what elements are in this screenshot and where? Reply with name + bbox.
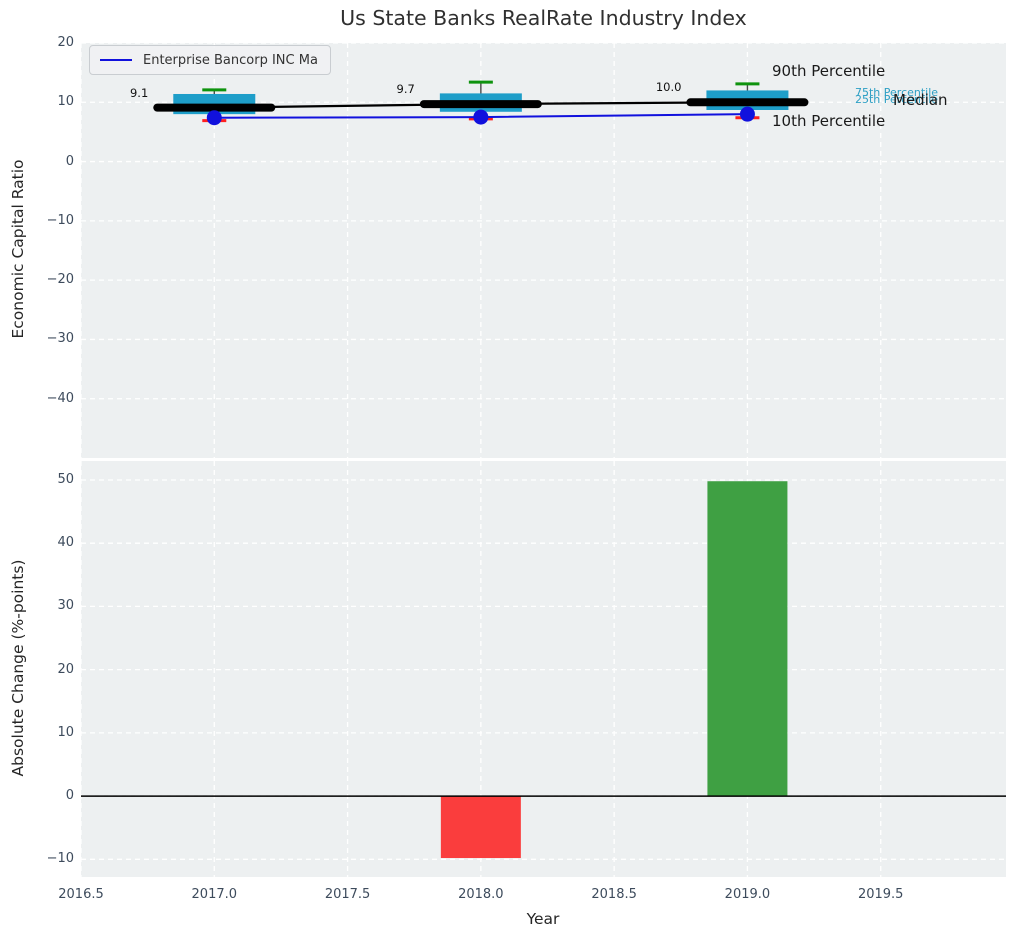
label-10th-percentile: 10th Percentile [772,112,886,130]
bottom-y-tick-label: 40 [57,535,74,551]
top-y-tick-label: −20 [46,272,74,288]
top-y-tick-label: −10 [46,212,74,228]
bottom-plot-canvas [80,461,1006,877]
x-tick-label: 2018.0 [458,887,504,902]
top-y-tick-label: 20 [57,35,74,50]
bottom-y-tick-label: 30 [57,598,74,614]
bottom-plot-area [80,461,1006,877]
median-value-annotation: 9.7 [396,82,415,97]
negative-change-bar [440,796,521,859]
x-tick-label: 2019.0 [724,887,771,902]
median-value-annotation: 10.0 [655,80,682,95]
label-75th-percentile: 75th Percentile [855,86,939,99]
legend: Enterprise Bancorp INC Ma [89,45,331,75]
x-axis-label: Year [526,910,560,928]
x-tick-label: 2018.5 [591,887,637,902]
top-plot-canvas [80,42,1006,458]
company-point [206,110,222,126]
company-point [473,109,489,125]
legend-label: Enterprise Bancorp INC Ma [143,52,318,68]
chart-title: Us State Banks RealRate Industry Index [340,6,747,30]
top-y-tick-label: −40 [46,390,74,406]
legend-line-sample-icon [100,59,132,61]
bottom-y-tick-label: 20 [57,661,74,677]
label-90th-percentile: 90th Percentile [772,62,886,80]
bottom-y-tick-label: 10 [57,724,74,740]
x-tick-label: 2017.5 [324,887,371,902]
label-median: Median [893,91,948,109]
top-y-tick-label: 10 [57,94,74,110]
bottom-y-axis-label: Absolute Change (%-points) [9,559,27,777]
top-y-tick-label: −30 [46,331,74,347]
x-tick-label: 2019.5 [857,887,904,902]
bottom-y-tick-label: −10 [46,851,74,867]
bottom-y-tick-label: 0 [65,788,74,804]
top-plot-area: 90th Percentile 75th Percentile 25th Per… [80,42,1006,458]
x-tick-label: 2017.0 [191,887,238,902]
top-y-axis-label: Economic Capital Ratio [9,159,27,339]
positive-change-bar [707,481,788,797]
label-25th-percentile: 25th Percentile [855,93,939,106]
company-point [739,106,755,122]
top-y-tick-label: 0 [65,153,74,169]
bottom-y-tick-label: 50 [57,471,74,487]
median-value-annotation: 9.1 [129,85,149,100]
x-tick-label: 2016.5 [58,887,104,902]
